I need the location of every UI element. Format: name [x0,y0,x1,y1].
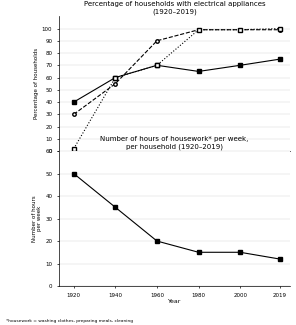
X-axis label: Year: Year [168,164,181,169]
Title: Percentage of households with electrical appliances
(1920–2019): Percentage of households with electrical… [84,2,266,15]
Y-axis label: Number of hours
per week: Number of hours per week [32,195,43,242]
Legend: Washing machine, Refrigerator, Vacuum cleaner: Washing machine, Refrigerator, Vacuum cl… [96,205,253,214]
Text: *housework = washing clothes, preparing meals, cleaning: *housework = washing clothes, preparing … [6,319,133,323]
Title: Number of hours of housework* per week,
per household (1920–2019): Number of hours of housework* per week, … [100,136,249,150]
X-axis label: Year: Year [168,299,181,304]
Y-axis label: Percentage of households: Percentage of households [34,48,39,119]
